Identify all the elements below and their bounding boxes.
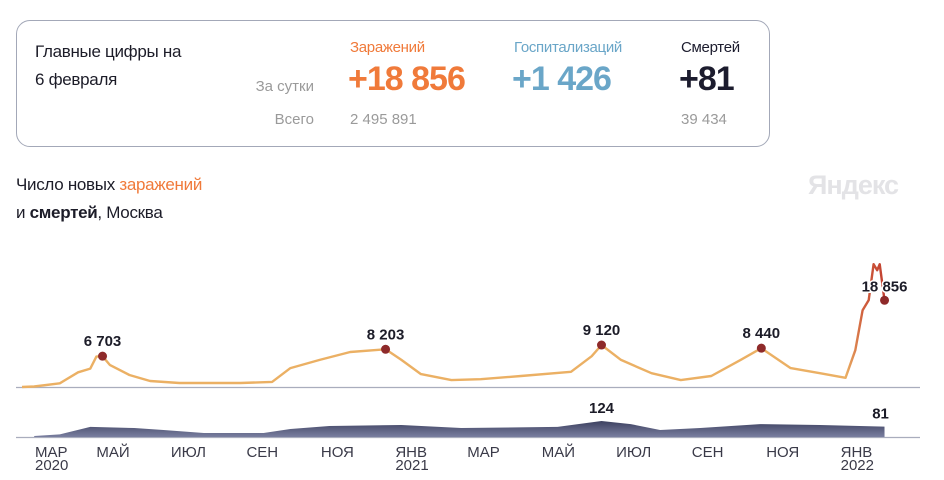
infections-data-label: 6 703 (84, 333, 122, 350)
infections-data-label: 8 203 (367, 326, 405, 343)
x-tick-label: ЯНВ (841, 444, 873, 461)
chart-title-deaths: смертей (29, 203, 98, 222)
x-tick-label: ЯНВ (395, 444, 427, 461)
x-tick-label: СЕН (246, 444, 278, 461)
x-tick-year: 2021 (395, 457, 428, 474)
chart-title-line1: Число новых заражений (16, 175, 202, 195)
summary-card (16, 20, 770, 147)
row-label-daily: За сутки (255, 78, 314, 95)
deaths-area (34, 421, 885, 437)
chart-title-line2: и смертей, Москва (16, 203, 163, 223)
infections-total: 2 495 891 (350, 111, 417, 128)
chart-title-infections: заражений (119, 175, 203, 194)
x-tick-label: НОЯ (321, 444, 354, 461)
row-label-total: Всего (274, 111, 314, 128)
chart-title-text: и (16, 203, 30, 222)
summary-heading: Главные цифры на 6 февраля (35, 38, 181, 94)
x-tick-label: МАР (35, 444, 68, 461)
infections-peak-point (98, 351, 108, 361)
x-tick-label: ИЮЛ (616, 444, 651, 461)
infections-peak-point (756, 343, 766, 353)
infections-peak-point (597, 340, 606, 350)
x-tick-year: 2020 (35, 457, 68, 474)
infections-peak-point (880, 295, 890, 305)
yandex-logo: Яндекс (808, 170, 899, 200)
x-tick-label: НОЯ (766, 444, 799, 461)
summary-heading-line1: Главные цифры на (35, 42, 182, 61)
deaths-label: Смертей (681, 39, 740, 56)
hospitalizations-label: Госпитализаций (514, 39, 623, 56)
infections-data-label: 8 440 (743, 325, 781, 342)
deaths-daily: +81 (679, 60, 735, 98)
hospitalizations-daily: +1 426 (512, 60, 612, 98)
infections-peak-point (381, 344, 391, 354)
infections-data-label: 9 120 (583, 322, 621, 339)
infections-line (21, 263, 886, 389)
x-tick-label: ИЮЛ (171, 444, 206, 461)
infections-data-label: 18 856 (862, 278, 908, 295)
x-tick-label: МАЙ (96, 443, 129, 461)
x-tick-year: 2022 (841, 457, 874, 474)
infections-daily: +18 856 (348, 60, 466, 98)
x-tick-label: МАЙ (542, 443, 575, 461)
deaths-data-label: 124 (589, 400, 615, 417)
summary-heading-date: 6 февраля (35, 70, 117, 89)
infections-label: Заражений (350, 39, 425, 56)
chart-title-text: Число новых (16, 175, 120, 194)
deaths-total: 39 434 (681, 111, 727, 128)
deaths-data-label: 81 (872, 406, 889, 423)
chart-title-city: , Москва (97, 203, 163, 222)
x-tick-label: МАР (467, 444, 500, 461)
x-tick-label: СЕН (692, 444, 724, 461)
